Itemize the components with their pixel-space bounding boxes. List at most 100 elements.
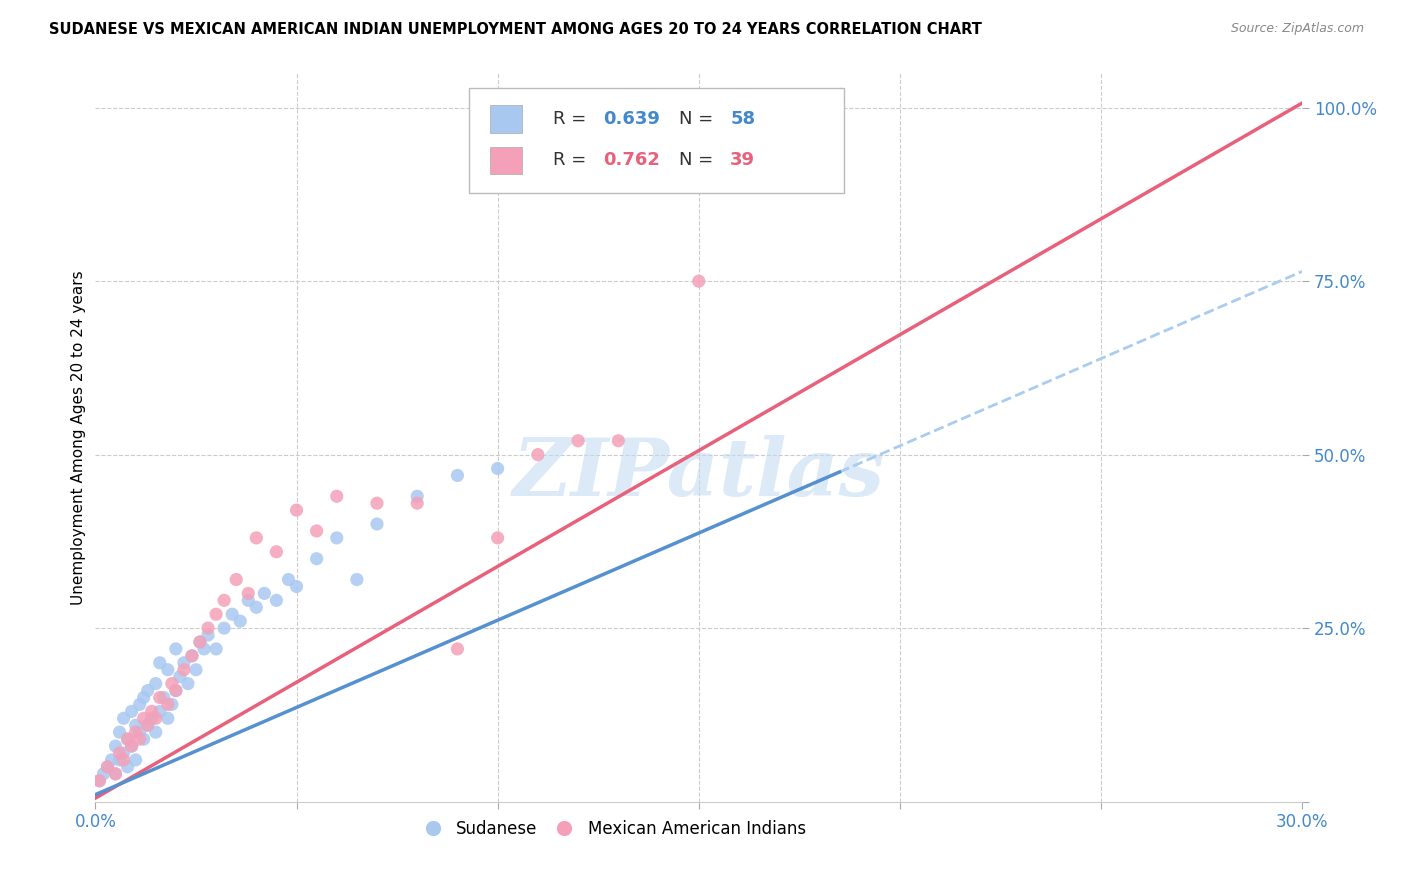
Point xyxy=(238,593,260,607)
Point xyxy=(136,683,159,698)
Point xyxy=(145,676,167,690)
Point xyxy=(128,725,150,739)
Point xyxy=(266,593,288,607)
Point xyxy=(124,718,146,732)
Point xyxy=(486,461,509,475)
FancyBboxPatch shape xyxy=(491,146,522,174)
Point xyxy=(136,718,159,732)
Text: 39: 39 xyxy=(730,152,755,169)
Point xyxy=(141,704,163,718)
Text: 58: 58 xyxy=(730,110,755,128)
Point xyxy=(165,683,187,698)
Point xyxy=(181,648,204,663)
Point xyxy=(212,621,235,635)
Point xyxy=(266,545,288,559)
Text: R =: R = xyxy=(553,152,592,169)
Point xyxy=(108,753,131,767)
Point xyxy=(141,711,163,725)
Point xyxy=(486,531,509,545)
Point xyxy=(117,760,139,774)
Point xyxy=(326,489,349,503)
Point xyxy=(446,468,468,483)
Point xyxy=(366,516,388,531)
Point xyxy=(406,489,429,503)
Y-axis label: Unemployment Among Ages 20 to 24 years: Unemployment Among Ages 20 to 24 years xyxy=(72,270,86,605)
Point xyxy=(285,503,308,517)
Point xyxy=(160,676,183,690)
Point xyxy=(169,670,191,684)
Point xyxy=(253,586,276,600)
Point xyxy=(96,760,118,774)
Point xyxy=(173,663,195,677)
Point xyxy=(136,718,159,732)
Point xyxy=(567,434,589,448)
Point xyxy=(305,524,328,538)
Point xyxy=(145,725,167,739)
Point xyxy=(193,641,215,656)
Point xyxy=(112,746,135,760)
Point xyxy=(607,434,630,448)
Point xyxy=(197,621,219,635)
Text: SUDANESE VS MEXICAN AMERICAN INDIAN UNEMPLOYMENT AMONG AGES 20 TO 24 YEARS CORRE: SUDANESE VS MEXICAN AMERICAN INDIAN UNEM… xyxy=(49,22,981,37)
Point xyxy=(121,739,143,753)
Point xyxy=(149,690,172,705)
Point xyxy=(108,725,131,739)
Point xyxy=(245,531,267,545)
Point xyxy=(104,739,127,753)
Point xyxy=(160,698,183,712)
Point xyxy=(238,586,260,600)
Text: ZIPatlas: ZIPatlas xyxy=(513,435,884,513)
Point xyxy=(132,711,155,725)
Point xyxy=(245,600,267,615)
Text: 0.639: 0.639 xyxy=(603,110,661,128)
Point xyxy=(277,573,299,587)
Point xyxy=(181,648,204,663)
Point xyxy=(108,746,131,760)
Point xyxy=(124,725,146,739)
Point xyxy=(128,732,150,747)
Text: 0.762: 0.762 xyxy=(603,152,661,169)
Point xyxy=(728,101,751,115)
Point xyxy=(104,767,127,781)
Point xyxy=(527,448,550,462)
Point xyxy=(132,732,155,747)
Text: N =: N = xyxy=(679,110,720,128)
Point xyxy=(96,760,118,774)
Point xyxy=(285,579,308,593)
Point xyxy=(188,635,211,649)
Point xyxy=(156,711,179,725)
Point xyxy=(212,593,235,607)
Point xyxy=(100,753,122,767)
Point xyxy=(93,767,115,781)
Text: R =: R = xyxy=(553,110,592,128)
Point xyxy=(156,663,179,677)
Point xyxy=(89,773,111,788)
Point xyxy=(177,676,200,690)
Point xyxy=(205,641,228,656)
Point xyxy=(173,656,195,670)
Point xyxy=(156,698,179,712)
FancyBboxPatch shape xyxy=(470,87,844,194)
Point xyxy=(446,641,468,656)
Point xyxy=(145,711,167,725)
Point xyxy=(124,753,146,767)
Legend: Sudanese, Mexican American Indians: Sudanese, Mexican American Indians xyxy=(416,813,813,844)
Point xyxy=(89,773,111,788)
Point xyxy=(121,739,143,753)
Point xyxy=(152,690,174,705)
Text: N =: N = xyxy=(679,152,720,169)
Point xyxy=(117,732,139,747)
Point xyxy=(205,607,228,622)
Point xyxy=(149,656,172,670)
Point xyxy=(149,704,172,718)
Point xyxy=(112,711,135,725)
Point xyxy=(165,683,187,698)
Point xyxy=(229,614,252,628)
Point xyxy=(128,698,150,712)
Point xyxy=(406,496,429,510)
Point xyxy=(221,607,243,622)
Point xyxy=(104,767,127,781)
Point xyxy=(225,573,247,587)
Point xyxy=(121,704,143,718)
Point xyxy=(184,663,207,677)
